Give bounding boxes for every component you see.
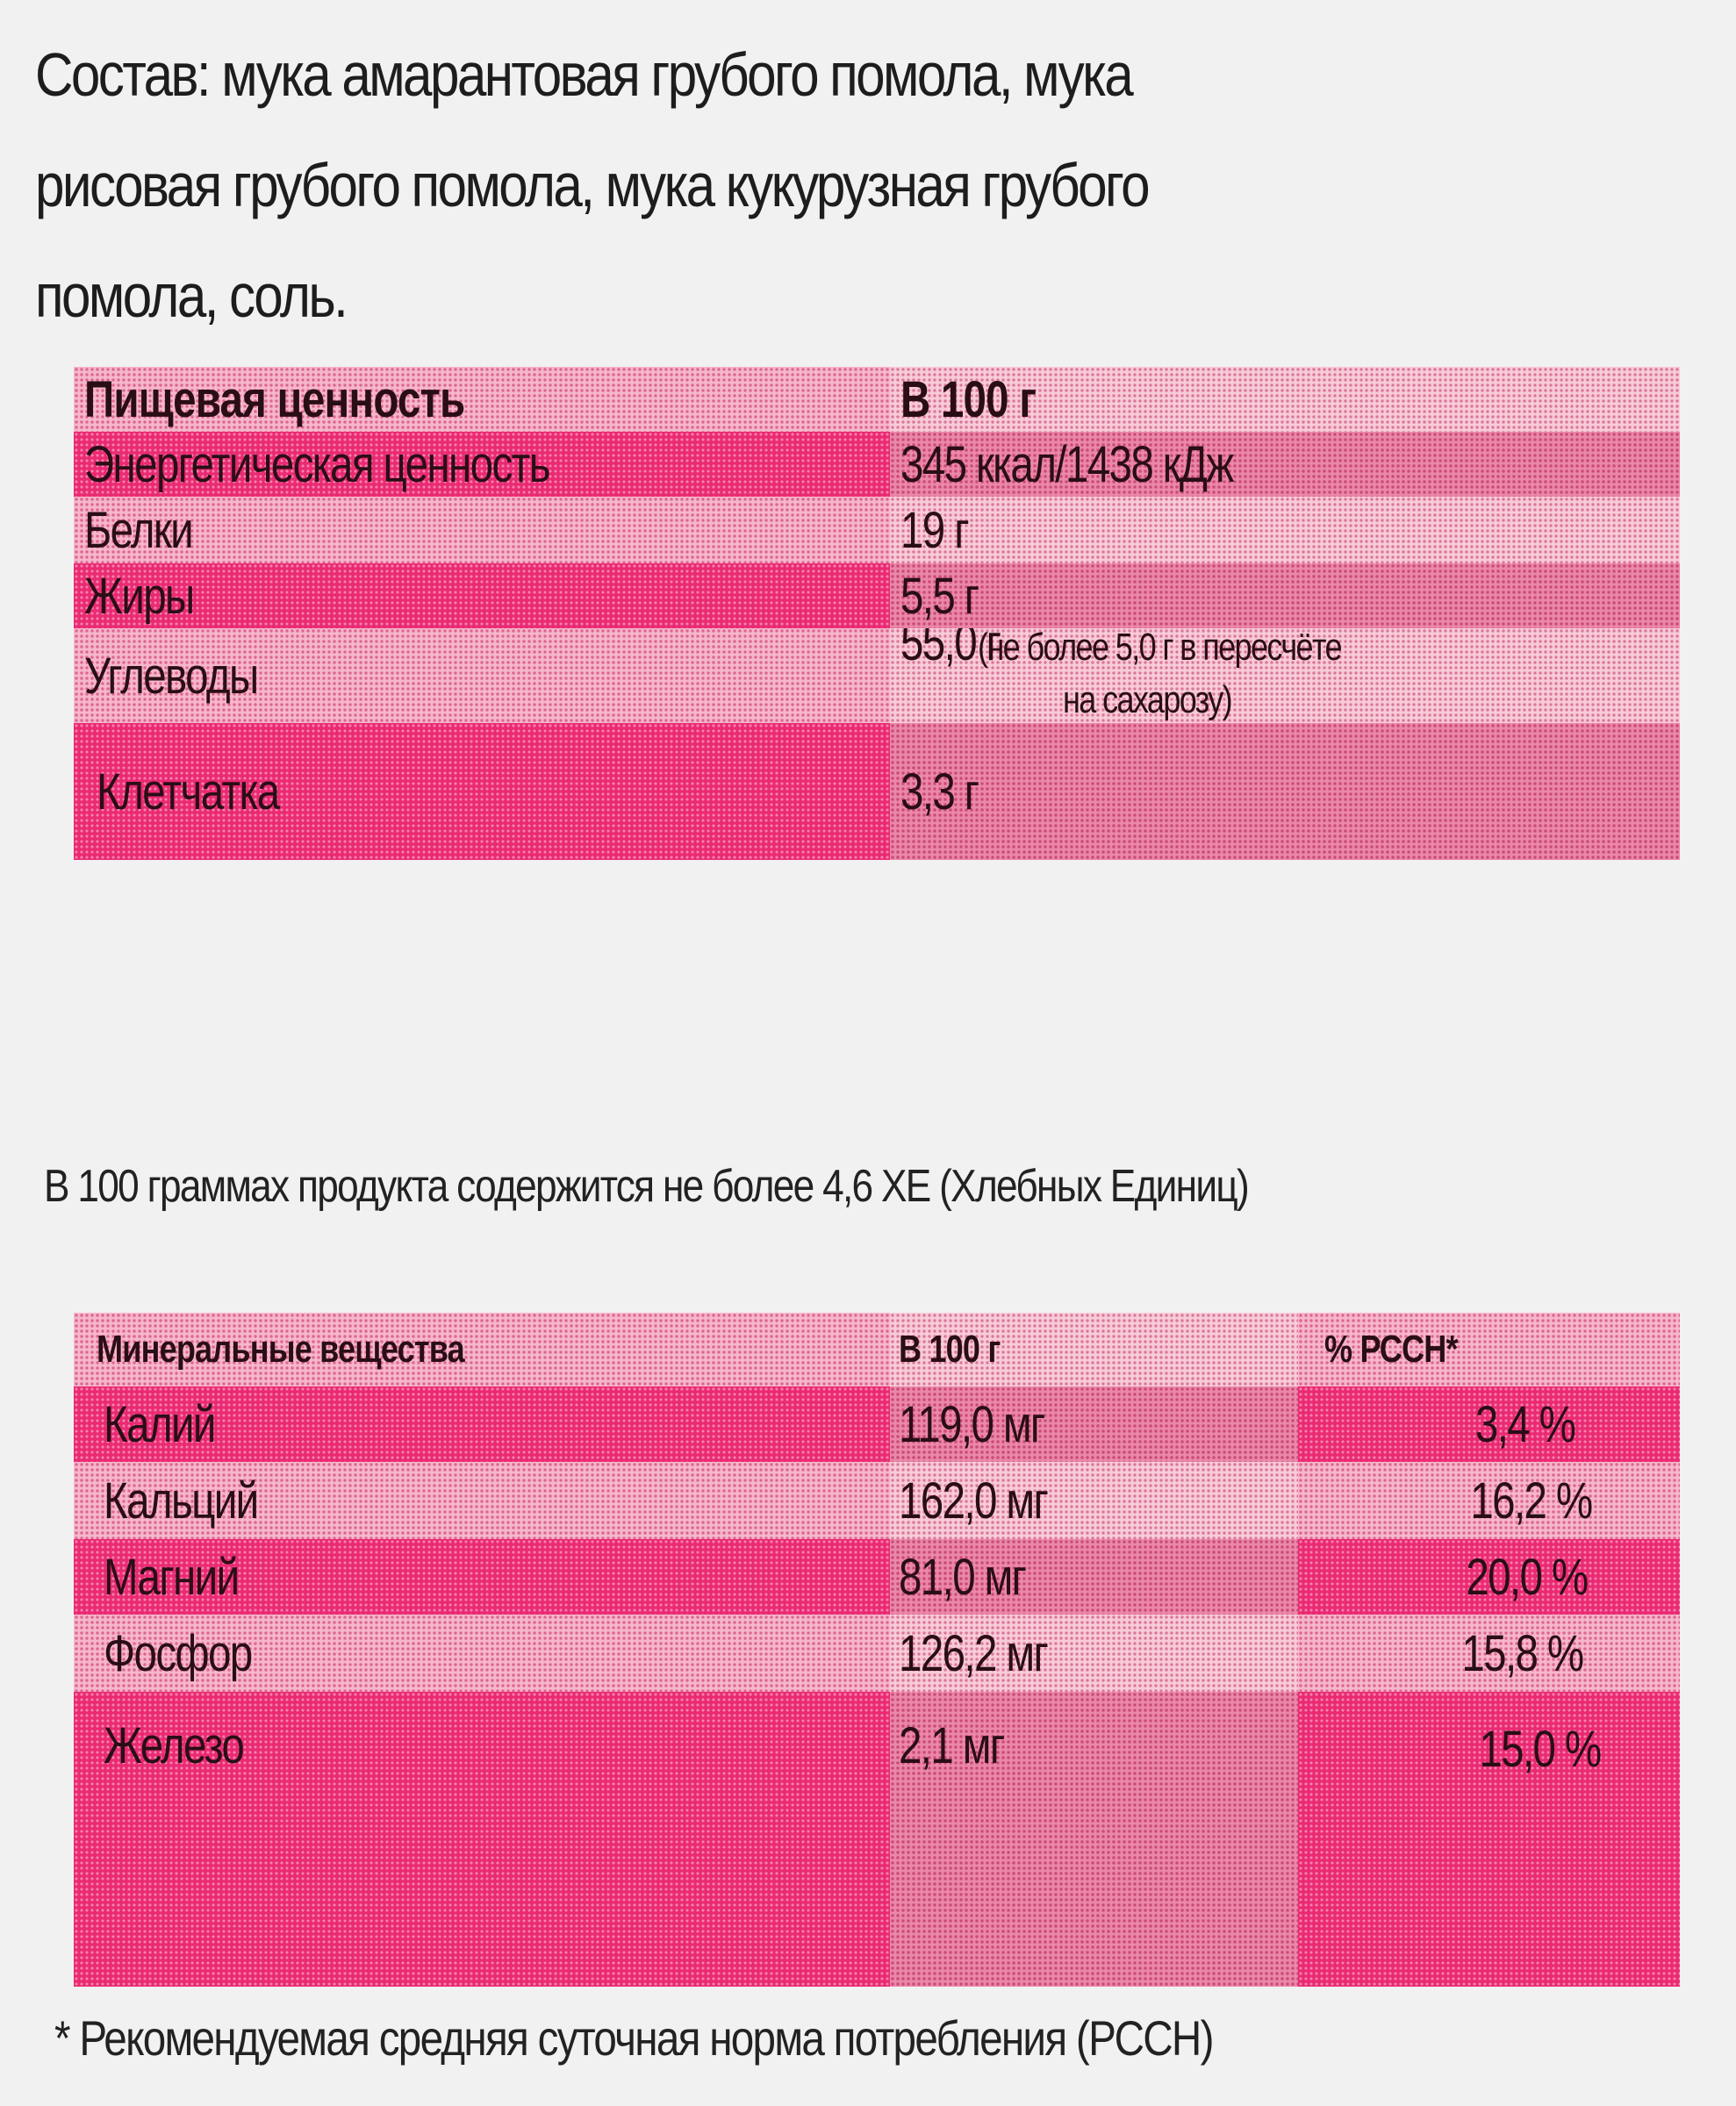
header-cell-per100: В 100 г [890, 1313, 1298, 1386]
row-value-cell: 19 г [890, 497, 1680, 563]
row-percent-cell: 16,2 % [1298, 1462, 1680, 1539]
row-percent: 15,0 % [1479, 1721, 1603, 1778]
header-cell-minerals: Минеральные вещества [74, 1313, 890, 1386]
table-row: Углеводы 55,0 г(не более 5,0 г в пересчё… [74, 628, 1680, 723]
row-value-cell: 345 ккал/1438 кДж [890, 432, 1680, 497]
row-percent-cell: 15,0 % [1298, 1692, 1680, 1987]
table-row: Калий 119,0 мг 3,4 % [74, 1386, 1680, 1462]
row-label: Магний [104, 1548, 240, 1606]
minerals-table-header: Минеральные вещества В 100 г % РССН* [74, 1313, 1680, 1386]
row-value: 81,0 мг [899, 1548, 1027, 1606]
table-row: Белки 19 г [74, 497, 1680, 563]
row-label-cell: Калий [74, 1386, 890, 1462]
row-label-cell: Железо [74, 1692, 890, 1987]
row-percent-cell: 3,4 % [1298, 1386, 1680, 1462]
header-per100-label: В 100 г [900, 370, 1037, 428]
row-label: Энергетическая ценность [84, 435, 551, 493]
row-label: Кальций [104, 1472, 259, 1529]
row-label-cell: Клетчатка [74, 723, 890, 860]
row-value-cell: 55,0 г(не более 5,0 г в пересчёте на сах… [890, 628, 1680, 723]
header-cell-per100: В 100 г [890, 367, 1680, 432]
row-value-cell: 5,5 г [890, 563, 1680, 628]
table-row: Клетчатка 3,3 г [74, 723, 1680, 860]
header-per100-label: В 100 г [899, 1328, 1001, 1371]
row-value-cell: 126,2 мг [890, 1615, 1298, 1692]
row-label: Железо [104, 1717, 245, 1774]
row-value: 2,1 мг [899, 1717, 1005, 1774]
row-label-cell: Кальций [74, 1462, 890, 1539]
row-percent-cell: 20,0 % [1298, 1539, 1680, 1615]
nutrition-table: Пищевая ценность В 100 г Энергетическая … [74, 367, 1680, 860]
row-value-cell: 3,3 г [890, 723, 1680, 860]
row-label: Фосфор [104, 1624, 253, 1682]
row-value: 19 г [900, 501, 970, 559]
ingredients-text: Состав: мука амарантовая грубого помола,… [35, 19, 1688, 351]
header-minerals-label: Минеральные вещества [97, 1328, 465, 1371]
row-value: 126,2 мг [899, 1624, 1049, 1682]
carbs-note-line-1: (не более 5,0 г в пересчёте [978, 628, 1343, 669]
row-percent: 20,0 % [1466, 1548, 1589, 1606]
row-label: Калий [104, 1395, 216, 1453]
header-cell-rdi: % РССН* [1298, 1313, 1680, 1386]
row-label-cell: Белки [74, 497, 890, 563]
row-label-cell: Магний [74, 1539, 890, 1615]
row-value: 345 ккал/1438 кДж [900, 435, 1234, 493]
table-row: Кальций 162,0 мг 16,2 % [74, 1462, 1680, 1539]
ingredients-line-2: рисовая грубого помола, мука кукурузная … [35, 151, 1151, 219]
row-label: Жиры [84, 567, 195, 625]
row-label: Клетчатка [97, 763, 280, 820]
table-row: Магний 81,0 мг 20,0 % [74, 1539, 1680, 1615]
ingredients-line-3: помола, соль. [35, 261, 348, 330]
row-value: 55,0 г [900, 628, 1001, 671]
row-value: 162,0 мг [899, 1472, 1049, 1529]
header-nutrition-label: Пищевая ценность [84, 370, 465, 428]
row-percent-cell: 15,8 % [1298, 1615, 1680, 1692]
row-value-cell: 119,0 мг [890, 1386, 1298, 1462]
table-row: Железо 2,1 мг 15,0 % [74, 1692, 1680, 1987]
row-value: 3,3 г [900, 763, 979, 820]
row-label: Белки [84, 501, 194, 559]
ingredients-line-1: Состав: мука амарантовая грубого помола,… [35, 40, 1134, 109]
nutrition-table-header: Пищевая ценность В 100 г [74, 367, 1680, 432]
row-value-cell: 81,0 мг [890, 1539, 1298, 1615]
row-value-cell: 162,0 мг [890, 1462, 1298, 1539]
minerals-table: Минеральные вещества В 100 г % РССН* Кал… [74, 1313, 1680, 1987]
row-label-cell: Жиры [74, 563, 890, 628]
row-value: 119,0 мг [899, 1395, 1045, 1453]
row-percent: 3,4 % [1474, 1395, 1576, 1453]
row-label-cell: Углеводы [74, 628, 890, 723]
bread-units-note: В 100 граммах продукта содержится не бол… [44, 1161, 1250, 1212]
table-row: Энергетическая ценность 345 ккал/1438 кД… [74, 432, 1680, 497]
row-label-cell: Энергетическая ценность [74, 432, 890, 497]
row-percent: 16,2 % [1470, 1472, 1594, 1529]
carbs-value-block: 55,0 г(не более 5,0 г в пересчёте на сах… [900, 628, 1421, 723]
table-row: Фосфор 126,2 мг 15,8 % [74, 1615, 1680, 1692]
carbs-note-line-2: на сахарозу) [1063, 677, 1233, 721]
header-cell-nutrition: Пищевая ценность [74, 367, 890, 432]
row-label-cell: Фосфор [74, 1615, 890, 1692]
header-rdi-label: % РССН* [1324, 1328, 1459, 1371]
row-label: Углеводы [84, 647, 259, 705]
row-value: 5,5 г [900, 567, 979, 625]
row-value-cell: 2,1 мг [890, 1692, 1298, 1987]
row-percent: 15,8 % [1461, 1624, 1585, 1682]
table-row: Жиры 5,5 г [74, 563, 1680, 628]
footnote: * Рекомендуемая средняя суточная норма п… [54, 2010, 1214, 2066]
